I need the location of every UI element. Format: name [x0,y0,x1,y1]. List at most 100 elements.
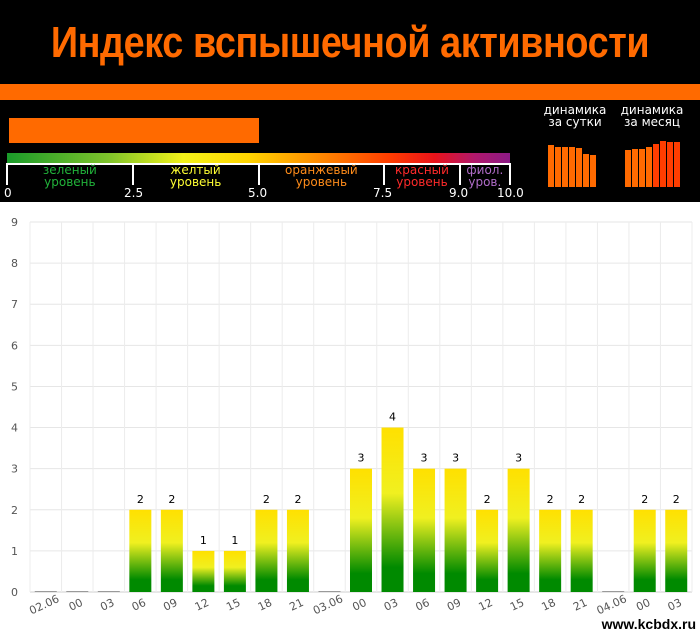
x-tick-label: 09 [445,596,463,614]
bar [66,591,89,592]
level-label-line1: фиол. [466,163,504,177]
current-index-bar [9,118,259,143]
bar-value-label: 3 [452,452,459,465]
bar-value-label: 2 [294,493,301,506]
bar-value-label: 1 [200,534,207,547]
scale-gradient [7,153,510,163]
dynamics-day-bar [576,147,582,187]
bar-value-label: 3 [515,452,522,465]
scale-number: 5.0 [248,186,268,200]
x-tick-label: 21 [571,596,589,614]
dynamics-month-line1: динамика [620,103,684,117]
x-tick-label: 06 [130,596,148,614]
x-tick-label: 03 [382,596,400,614]
level-label: красный уровень [384,164,459,188]
scale-tick [131,163,134,185]
bar [223,550,246,592]
bar-value-label: 2 [137,493,144,506]
level-label: фиол. уров. [460,164,510,188]
x-tick-label: 12 [193,596,211,614]
dynamics-month-bar [667,141,673,187]
x-tick-label: 00 [634,596,652,614]
x-tick-label: 00 [67,596,85,614]
dynamics-month-label: динамика за месяц [612,104,692,128]
level-label-line1: зеленый [42,163,97,177]
bar-value-label: 3 [421,452,428,465]
bar [318,591,341,592]
y-tick-label: 7 [11,298,18,311]
scale-tick [257,163,260,185]
level-label-line2: уровень [169,175,222,189]
bar [539,509,562,592]
scale-tick [458,163,461,185]
dynamics-month-line2: за месяц [624,115,680,129]
level-label-line1: красный [395,163,449,177]
x-tick-label: 15 [224,596,242,614]
bar [444,468,467,592]
scale-number: 7.5 [373,186,393,200]
bar-value-label: 3 [358,452,365,465]
dynamics-day-bar [555,146,561,187]
dynamics-day-bar [562,146,568,187]
bar [381,427,404,592]
x-tick-label: 04.06 [595,592,629,617]
page-title: Индекс вспышечной активности [50,18,650,67]
scale-number: 0 [4,186,12,200]
bar [507,468,530,592]
y-tick-label: 5 [11,380,18,393]
y-tick-label: 8 [11,257,18,270]
bar-value-label: 2 [484,493,491,506]
bar-value-label: 2 [673,493,680,506]
bar-value-label: 4 [389,411,396,424]
level-label-line1: желтый [170,163,221,177]
y-tick-label: 9 [11,216,18,229]
x-tick-label: 03 [98,596,116,614]
dynamics-day-bar [548,145,554,187]
scale-tick [383,163,386,185]
level-label-line2: уровень [295,175,348,189]
bar [413,468,436,592]
dynamics-day-line2: за сутки [548,115,602,129]
watermark: www.kcbdx.ru [601,616,696,632]
bar [129,509,152,592]
dynamics-month-bar [625,150,631,187]
dynamics-month-bar [632,149,638,187]
x-tick-label: 03.06 [311,592,345,617]
bar [570,509,593,592]
bar [476,509,499,592]
x-tick-label: 06 [413,596,431,614]
bar-value-label: 2 [641,493,648,506]
level-label-line2: уровень [44,175,96,189]
bar [97,591,120,592]
dynamics-month-bar [646,146,652,187]
level-label-line2: уров. [468,175,502,189]
scale-tick [6,163,8,185]
dynamics-day-label: динамика за сутки [535,104,615,128]
bar-value-label: 1 [231,534,238,547]
x-tick-label: 18 [540,596,558,614]
bar [34,591,57,592]
bar [192,550,215,592]
title-underline-bar [0,84,700,100]
y-tick-label: 2 [11,504,18,517]
header: Индекс вспышечной активности зеленый уров… [0,0,700,202]
level-label: оранжевый уровень [259,164,385,188]
y-tick-label: 4 [11,422,18,435]
bar [255,509,278,592]
bar [160,509,183,592]
x-tick-label: 00 [350,596,368,614]
bar [286,509,309,592]
scale-number: 10.0 [497,186,524,200]
bar-value-label: 2 [578,493,585,506]
y-tick-label: 1 [11,545,18,558]
scale-number: 2.5 [124,186,144,200]
bar [602,591,625,592]
level-label-line2: уровень [396,175,448,189]
x-tick-label: 15 [508,596,526,614]
level-label: зеленый уровень [7,164,133,188]
x-tick-label: 12 [477,596,495,614]
x-tick-label: 03 [666,596,684,614]
x-tick-label: 18 [256,596,274,614]
scale-tick [509,163,511,185]
bar [633,509,656,592]
